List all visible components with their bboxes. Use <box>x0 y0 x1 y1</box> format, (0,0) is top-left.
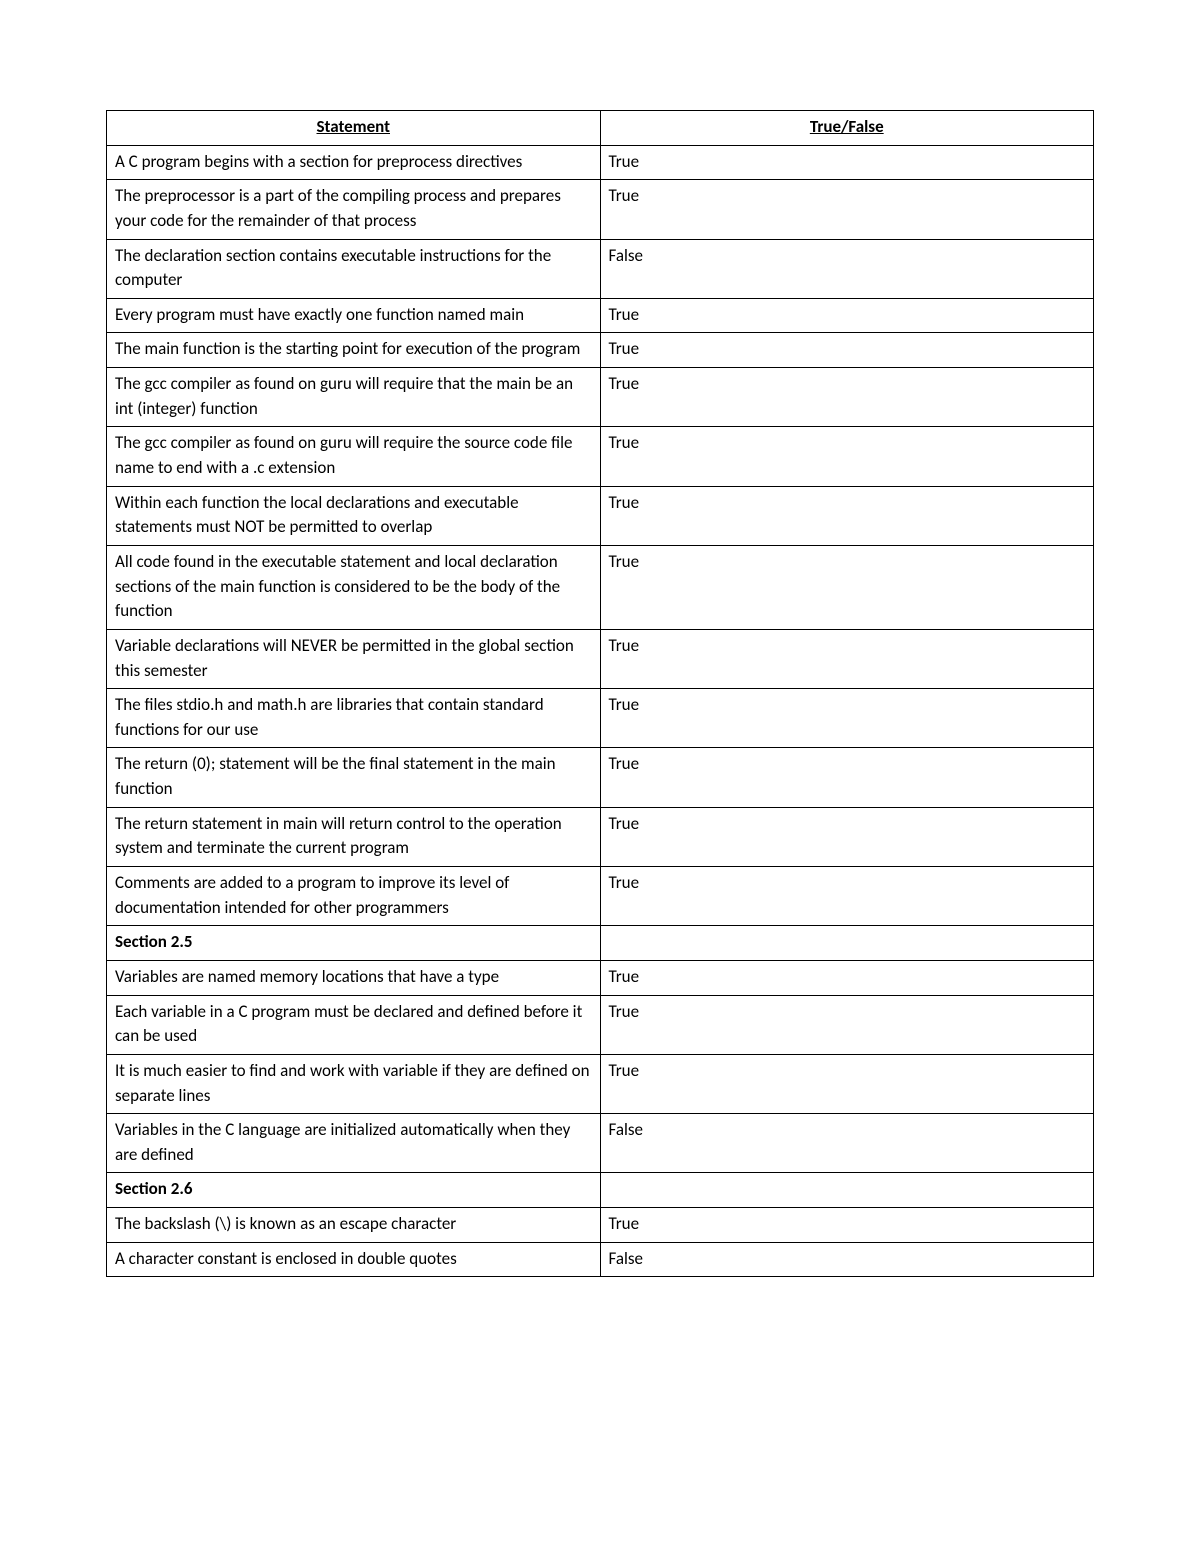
cell-answer: True <box>600 995 1094 1054</box>
table-header-row: Statement True/False <box>107 111 1094 146</box>
true-false-table: Statement True/False A C program begins … <box>106 110 1094 1277</box>
table-row: The return (0); statement will be the fi… <box>107 748 1094 807</box>
cell-statement: The files stdio.h and math.h are librari… <box>107 689 601 748</box>
table-row: Section 2.6 <box>107 1173 1094 1208</box>
cell-answer: True <box>600 368 1094 427</box>
cell-answer <box>600 1173 1094 1208</box>
cell-statement: A character constant is enclosed in doub… <box>107 1242 601 1277</box>
table-row: Variable declarations will NEVER be perm… <box>107 629 1094 688</box>
table-row: Variables in the C language are initiali… <box>107 1114 1094 1173</box>
cell-statement: The return (0); statement will be the fi… <box>107 748 601 807</box>
table-row: The gcc compiler as found on guru will r… <box>107 427 1094 486</box>
cell-statement: Variables are named memory locations tha… <box>107 960 601 995</box>
table-row: All code found in the executable stateme… <box>107 545 1094 629</box>
table-row: The return statement in main will return… <box>107 807 1094 866</box>
cell-answer: False <box>600 1242 1094 1277</box>
table-row: Each variable in a C program must be dec… <box>107 995 1094 1054</box>
table-row: The backslash (\) is known as an escape … <box>107 1208 1094 1243</box>
table-row: The main function is the starting point … <box>107 333 1094 368</box>
cell-statement: Section 2.6 <box>107 1173 601 1208</box>
table-row: The files stdio.h and math.h are librari… <box>107 689 1094 748</box>
cell-statement: A C program begins with a section for pr… <box>107 145 601 180</box>
cell-answer: True <box>600 180 1094 239</box>
cell-statement: It is much easier to find and work with … <box>107 1054 601 1113</box>
table-row: A C program begins with a section for pr… <box>107 145 1094 180</box>
cell-statement: The backslash (\) is known as an escape … <box>107 1208 601 1243</box>
cell-statement: Every program must have exactly one func… <box>107 298 601 333</box>
cell-answer: True <box>600 333 1094 368</box>
table-row: The preprocessor is a part of the compil… <box>107 180 1094 239</box>
document-page: Statement True/False A C program begins … <box>0 0 1200 1553</box>
cell-answer: True <box>600 1054 1094 1113</box>
cell-answer: True <box>600 145 1094 180</box>
cell-statement: The return statement in main will return… <box>107 807 601 866</box>
header-answer: True/False <box>600 111 1094 146</box>
cell-answer: True <box>600 486 1094 545</box>
cell-answer: False <box>600 239 1094 298</box>
cell-statement: Each variable in a C program must be dec… <box>107 995 601 1054</box>
cell-answer: True <box>600 807 1094 866</box>
cell-answer: True <box>600 629 1094 688</box>
header-statement: Statement <box>107 111 601 146</box>
table-row: Section 2.5 <box>107 926 1094 961</box>
table-row: Within each function the local declarati… <box>107 486 1094 545</box>
cell-answer: True <box>600 867 1094 926</box>
cell-answer: True <box>600 545 1094 629</box>
cell-statement: All code found in the executable stateme… <box>107 545 601 629</box>
cell-statement: Section 2.5 <box>107 926 601 961</box>
table-row: A character constant is enclosed in doub… <box>107 1242 1094 1277</box>
table-row: It is much easier to find and work with … <box>107 1054 1094 1113</box>
cell-statement: Comments are added to a program to impro… <box>107 867 601 926</box>
cell-answer <box>600 926 1094 961</box>
cell-statement: Variable declarations will NEVER be perm… <box>107 629 601 688</box>
cell-answer: True <box>600 960 1094 995</box>
cell-statement: Within each function the local declarati… <box>107 486 601 545</box>
cell-answer: True <box>600 689 1094 748</box>
table-row: Comments are added to a program to impro… <box>107 867 1094 926</box>
cell-statement: The declaration section contains executa… <box>107 239 601 298</box>
cell-statement: The main function is the starting point … <box>107 333 601 368</box>
table-row: The declaration section contains executa… <box>107 239 1094 298</box>
cell-statement: The preprocessor is a part of the compil… <box>107 180 601 239</box>
cell-answer: True <box>600 748 1094 807</box>
table-row: Every program must have exactly one func… <box>107 298 1094 333</box>
cell-statement: The gcc compiler as found on guru will r… <box>107 368 601 427</box>
table-row: The gcc compiler as found on guru will r… <box>107 368 1094 427</box>
cell-statement: Variables in the C language are initiali… <box>107 1114 601 1173</box>
cell-answer: False <box>600 1114 1094 1173</box>
cell-answer: True <box>600 427 1094 486</box>
cell-answer: True <box>600 1208 1094 1243</box>
table-row: Variables are named memory locations tha… <box>107 960 1094 995</box>
cell-statement: The gcc compiler as found on guru will r… <box>107 427 601 486</box>
cell-answer: True <box>600 298 1094 333</box>
